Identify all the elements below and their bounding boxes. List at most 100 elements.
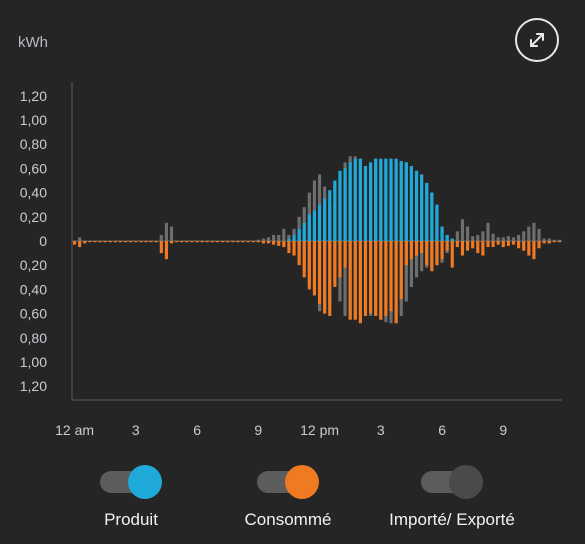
bar-grid-export bbox=[506, 236, 510, 241]
bar-produit bbox=[425, 182, 429, 241]
bar-consomme bbox=[409, 241, 413, 260]
bar-grid-export bbox=[547, 238, 551, 241]
bar-consomme bbox=[144, 241, 148, 243]
bar-consomme bbox=[414, 241, 419, 256]
bar-produit bbox=[292, 234, 296, 241]
y-axis-ticks: 1,20 1,00 0,80 0,60 0,40 0,20 0 0,20 0,40 0,60 0,8… bbox=[20, 88, 47, 394]
bar-consomme bbox=[343, 241, 347, 268]
x-tick-label: 3 bbox=[132, 422, 140, 438]
bar-consomme bbox=[384, 241, 388, 317]
bar-produit bbox=[343, 168, 347, 241]
bar-consomme bbox=[389, 241, 393, 312]
bar-consomme bbox=[134, 241, 138, 243]
bar-consomme bbox=[241, 241, 245, 243]
bar-grid-export bbox=[159, 234, 163, 241]
bar-consomme bbox=[491, 241, 495, 248]
x-tick-label: 3 bbox=[377, 422, 385, 438]
bar-produit bbox=[430, 192, 434, 241]
bar-grid-export bbox=[552, 239, 556, 241]
y-tick-label: 1,20 bbox=[20, 88, 47, 104]
bar-grid-import bbox=[420, 241, 424, 272]
bar-consomme bbox=[272, 241, 276, 245]
bar-consomme bbox=[175, 241, 179, 243]
bar-produit bbox=[440, 226, 444, 241]
bar-consomme bbox=[297, 241, 301, 266]
toggle-importe-exporte[interactable] bbox=[421, 462, 483, 502]
legend-importe-exporte: Importé/ Exporté bbox=[367, 462, 537, 530]
bar-consomme bbox=[220, 241, 225, 243]
unit-label: kWh bbox=[18, 34, 48, 51]
bar-consomme bbox=[353, 241, 357, 320]
y-tick-label: 1,20 bbox=[20, 378, 47, 394]
bar-grid-import bbox=[343, 241, 347, 317]
bar-consomme bbox=[465, 241, 470, 251]
bar-grid-export bbox=[527, 226, 531, 241]
bar-consomme bbox=[404, 241, 408, 266]
bar-grid-export bbox=[460, 219, 465, 241]
bar-produit bbox=[369, 162, 373, 241]
bar-consomme bbox=[547, 241, 551, 244]
bar-grid-export bbox=[272, 234, 276, 241]
bar-produit bbox=[445, 234, 449, 241]
toggle-knob bbox=[285, 465, 319, 499]
bar-consomme bbox=[210, 241, 214, 243]
y-tick-label: 0,40 bbox=[20, 185, 47, 201]
x-tick-label: 6 bbox=[193, 422, 201, 438]
bar-consomme bbox=[282, 241, 286, 248]
bar-consomme bbox=[124, 241, 128, 243]
bar-produit bbox=[312, 210, 317, 241]
bar-consomme bbox=[323, 241, 327, 314]
bar-consomme bbox=[190, 241, 194, 243]
toggle-knob bbox=[128, 465, 162, 499]
bar-consomme bbox=[88, 241, 92, 243]
bar-produit bbox=[323, 198, 327, 241]
legend-produit: Produit bbox=[46, 462, 216, 530]
bar-consomme bbox=[328, 241, 332, 317]
bar-grid-export bbox=[476, 234, 480, 241]
bar-consomme bbox=[496, 241, 500, 245]
toggle-produit[interactable] bbox=[100, 462, 162, 502]
bar-produit bbox=[317, 204, 322, 241]
bar-grid-export bbox=[455, 231, 459, 241]
bar-produit bbox=[435, 204, 439, 241]
y-tick-label: 0,60 bbox=[20, 160, 47, 176]
bar-grid-export bbox=[542, 238, 546, 241]
bar-consomme bbox=[425, 241, 429, 266]
toggle-consomme[interactable] bbox=[257, 462, 319, 502]
bar-grid-export bbox=[256, 239, 260, 241]
bar-produit bbox=[414, 170, 419, 241]
expand-icon bbox=[530, 33, 544, 47]
bar-consomme bbox=[159, 241, 163, 254]
bar-produit bbox=[409, 165, 413, 241]
bar-consomme bbox=[307, 241, 311, 290]
legend-label-produit: Produit bbox=[104, 510, 158, 529]
y-tick-label: 1,00 bbox=[20, 354, 47, 370]
bar-consomme bbox=[251, 241, 255, 243]
bar-grid-export bbox=[465, 226, 470, 241]
bar-consomme bbox=[118, 241, 123, 243]
bar-consomme bbox=[440, 241, 444, 260]
bar-consomme bbox=[399, 241, 403, 300]
bar-grid-export bbox=[501, 237, 505, 241]
bar-produit bbox=[404, 162, 408, 241]
bar-grid-export bbox=[266, 237, 271, 241]
bar-consomme bbox=[374, 241, 378, 317]
bar-consomme bbox=[180, 241, 184, 243]
bar-consomme bbox=[527, 241, 531, 256]
toggle-knob bbox=[449, 465, 483, 499]
y-tick-label: 0,80 bbox=[20, 330, 47, 346]
bar-consomme bbox=[522, 241, 526, 251]
bar-grid-export bbox=[481, 231, 485, 241]
bar-grid-export bbox=[164, 222, 168, 241]
bar-grid-export bbox=[277, 234, 281, 241]
bar-consomme bbox=[317, 241, 322, 304]
bar-consomme bbox=[236, 241, 240, 243]
bars-group bbox=[72, 156, 562, 324]
y-tick-label: 0,60 bbox=[20, 306, 47, 322]
expand-button[interactable] bbox=[515, 18, 559, 62]
bar-consomme bbox=[200, 241, 204, 243]
bar-consomme bbox=[302, 241, 306, 278]
bar-produit bbox=[302, 222, 306, 241]
bar-consomme bbox=[154, 241, 158, 243]
bar-consomme bbox=[552, 241, 556, 243]
